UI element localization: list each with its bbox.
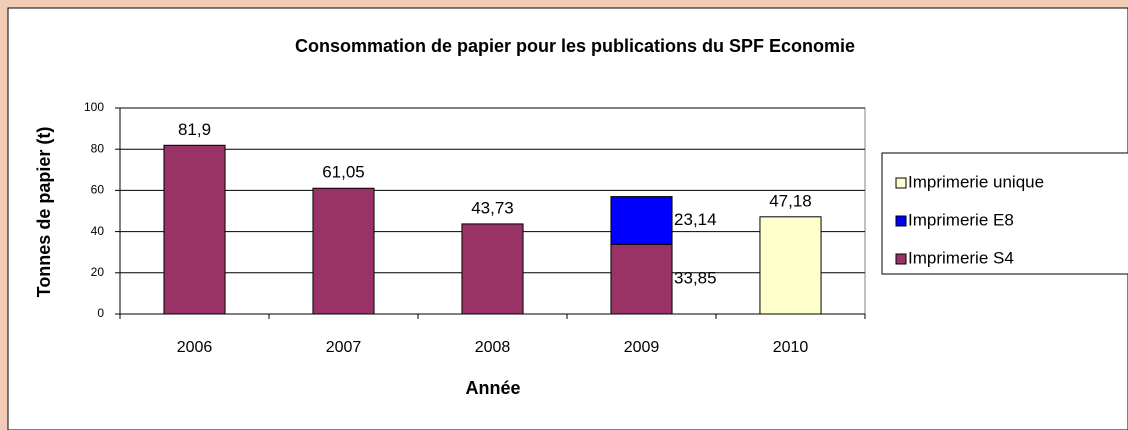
legend-label: Imprimerie E8 (908, 210, 1014, 229)
bar-segment (759, 216, 822, 315)
bar-segment (461, 223, 524, 315)
data-label: 81,9 (178, 120, 211, 139)
bar-segment (610, 196, 673, 245)
legend-swatch (895, 177, 907, 189)
x-tick-label: 2010 (773, 339, 809, 356)
legend-swatch (895, 253, 907, 265)
data-label: 47,18 (769, 191, 812, 210)
bar-segment (610, 243, 673, 315)
data-label: 23,14 (674, 210, 717, 229)
y-tick-label: 60 (91, 183, 105, 197)
x-axis-label: Année (465, 378, 520, 398)
y-tick-label: 80 (91, 141, 105, 155)
y-axis-label: Tonnes de papier (t) (34, 127, 54, 298)
legend (881, 152, 1128, 275)
x-tick-label: 2007 (326, 339, 362, 356)
data-label: 43,73 (471, 198, 514, 217)
y-tick-label: 20 (91, 265, 105, 279)
x-tick-label: 2006 (177, 339, 213, 356)
y-tick-label: 100 (84, 100, 104, 114)
data-label: 33,85 (674, 269, 717, 288)
legend-swatch (895, 215, 907, 227)
y-tick-label: 40 (91, 224, 105, 238)
x-tick-label: 2009 (624, 339, 660, 356)
x-tick-label: 2008 (475, 339, 511, 356)
chart-title: Consommation de papier pour les publicat… (295, 36, 855, 56)
data-label: 61,05 (322, 163, 365, 182)
legend-label: Imprimerie S4 (908, 248, 1014, 267)
legend-label: Imprimerie unique (908, 172, 1044, 191)
bar-segment (312, 187, 375, 315)
y-tick-label: 0 (97, 306, 104, 320)
bar-segment (163, 144, 226, 315)
